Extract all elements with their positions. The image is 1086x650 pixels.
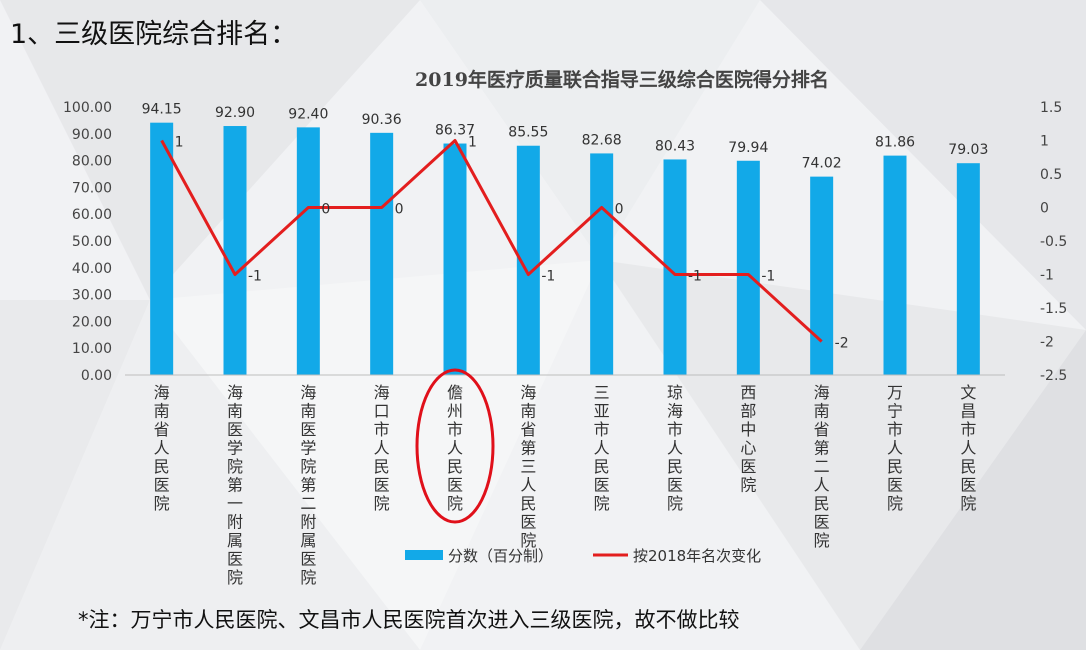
category-label: 万宁市人民医院 [887,383,903,513]
y-left-tick-label: 40.00 [72,261,112,277]
bar-value-label: 85.55 [508,125,548,141]
rank-change-label: 1 [468,135,477,151]
category-label: 海南医学院第一附属医院 [227,383,243,587]
y-right-tick-label: -2 [1040,335,1054,351]
bar-value-label: 92.90 [215,105,255,121]
bar-value-label: 90.36 [362,112,402,128]
bar [810,176,834,375]
y-left-tick-label: 30.00 [72,288,112,304]
y-right-tick-label: -1.5 [1040,301,1067,317]
bar [736,160,760,375]
bar-value-label: 94.15 [142,102,182,118]
legend-line-label: 按2018年名次变化 [633,547,761,565]
bar-value-label: 82.68 [582,132,622,148]
bar-value-label: 86.37 [435,123,475,139]
bar [663,159,687,375]
rank-change-labels: 1 -1 0 0 1 -1 0 -1 -1 -2 [175,135,849,352]
bar-value-label: 92.40 [288,106,328,122]
rank-change-label: -1 [541,269,555,285]
y-left-tick-label: 90.00 [72,127,112,143]
rank-change-label: 1 [175,135,184,151]
bar [956,163,980,375]
category-label: 海南省人民医院 [154,383,170,513]
rank-change-label: -2 [835,336,849,352]
y-right-tick-label: -0.5 [1040,234,1067,250]
bar-value-label: 81.86 [875,135,915,151]
category-label: 儋州市人民医院 [447,383,463,513]
rank-change-label: -1 [761,269,775,285]
y-left-tick-label: 20.00 [72,314,112,330]
legend: 分数（百分制） 按2018年名次变化 [405,547,761,565]
category-label: 西部中心医院 [740,383,756,495]
legend-bar-label: 分数（百分制） [448,547,553,565]
y-left-tick-label: 50.00 [72,234,112,250]
y-left-tick-label: 80.00 [72,154,112,170]
bar-series [150,122,980,375]
bar [223,126,247,375]
category-label: 海南医学院第二附属医院 [300,383,316,587]
bar [516,145,540,375]
y-left-tick-label: 10.00 [72,341,112,357]
category-label: 文昌市人民医院 [960,383,976,513]
category-label: 海南省第二人民医院 [814,383,830,550]
chart-title: 2019年医疗质量联合指导三级综合医院得分排名 [415,68,829,91]
bar-value-label: 79.03 [948,142,988,158]
bar [443,143,467,375]
category-label: 海南省第三人民医院 [520,383,536,550]
y-right-tick-label: 0 [1040,201,1049,217]
rank-change-label: 0 [321,202,330,218]
y-right-tick-label: -1 [1040,268,1054,284]
rank-change-label: -1 [248,269,262,285]
y-left-tick-label: 70.00 [72,180,112,196]
bar [590,153,614,375]
y-left-tick-label: 60.00 [72,207,112,223]
category-label: 琼海市人民医院 [667,383,683,513]
category-label: 海口市人民医院 [374,383,390,513]
rank-change-label: 0 [395,202,404,218]
bar [150,122,174,375]
bar-value-label: 79.94 [728,140,768,156]
highlight-circle [415,368,495,524]
bar [296,127,320,375]
category-labels: 海南省人民医院 海南医学院第一附属医院 海南医学院第二附属医院 海口市人民医院 儋州市人… [154,383,977,587]
y-right-tick-label: -2.5 [1040,368,1067,384]
rank-change-label: -1 [688,269,702,285]
footnote: *注：万宁市人民医院、文昌市人民医院首次进入三级医院，故不做比较 [78,608,740,632]
bar [370,132,394,375]
legend-bar-swatch [405,550,443,560]
y-right-tick-label: 1.5 [1040,100,1062,116]
bar-value-labels: 94.15 92.90 92.40 90.36 86.37 85.55 82.68 80.43… [142,102,989,172]
y-right-tick-label: 0.5 [1040,167,1062,183]
y-left-tick-label: 100.00 [63,100,112,116]
y-axis-left: 0.00 10.00 20.00 30.00 40.00 50.00 60.00 70.00 8… [63,100,112,384]
y-axis-right: -2.5 -2 -1.5 -1 -0.5 0 0.5 1 1.5 [1040,100,1067,384]
bar [883,155,907,375]
rank-change-polyline [160,139,823,343]
y-right-tick-label: 1 [1040,134,1049,150]
bar-value-label: 74.02 [802,156,842,172]
bar-value-label: 80.43 [655,138,695,154]
rank-change-line [160,139,823,343]
page-heading: 1、三级医院综合排名： [10,19,298,50]
category-label: 三亚市人民医院 [594,383,610,513]
rank-change-label: 0 [615,202,624,218]
y-left-tick-label: 0.00 [81,368,112,384]
